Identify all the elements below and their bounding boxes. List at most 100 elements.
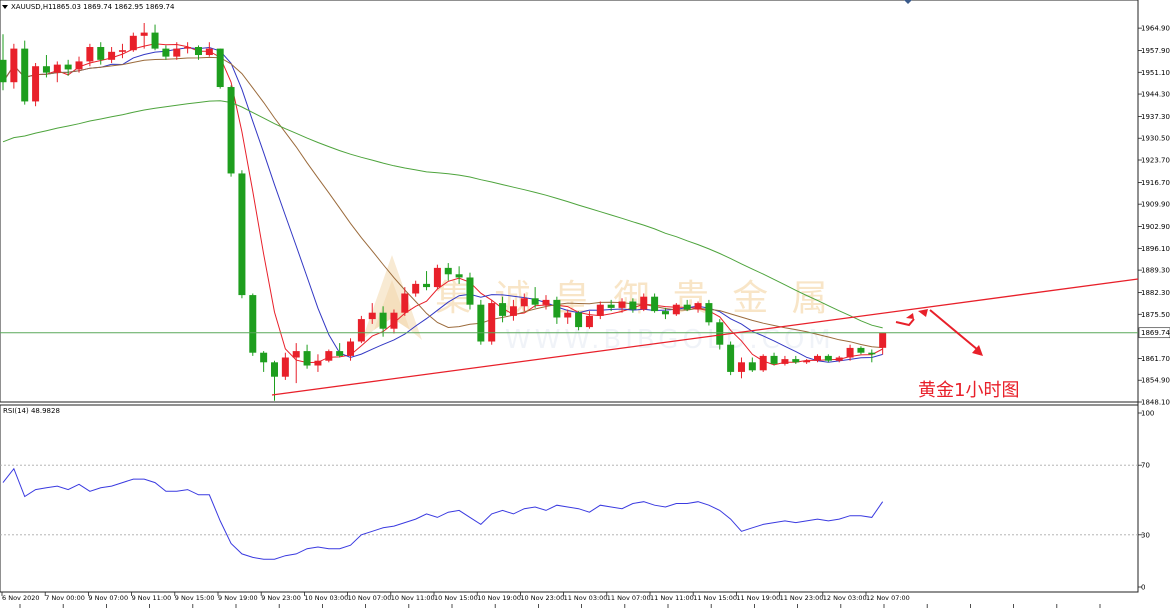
price-tick-label: 1944.30 — [1141, 91, 1170, 99]
price-tick-label: 1951.10 — [1141, 69, 1170, 77]
candle-body — [325, 351, 333, 361]
time-tick-label: 9 Nov 15:00 — [175, 594, 215, 602]
candle-body — [303, 351, 311, 366]
candle-body — [401, 293, 409, 313]
candle-body — [499, 303, 507, 316]
time-tick-label: 11 Nov 23:00 — [780, 594, 824, 602]
candle-body — [140, 32, 148, 36]
candle-body — [520, 298, 528, 307]
time-tick-label: 11 Nov 19:00 — [736, 594, 780, 602]
candle-body — [640, 296, 648, 310]
candle-body — [585, 315, 593, 328]
candle-body — [205, 48, 213, 56]
rsi-label: RSI(14) 48.9828 — [3, 407, 60, 415]
candle-body — [368, 312, 376, 320]
annotation-label: 黄金1小时图 — [918, 380, 1019, 401]
candle-body — [42, 66, 50, 73]
price-tick-label: 1964.90 — [1141, 25, 1170, 33]
candle-body — [75, 61, 83, 70]
candle-body — [814, 355, 821, 361]
candle-body — [249, 295, 257, 353]
candle-body — [879, 332, 887, 348]
candle-body — [64, 64, 72, 70]
candle-body — [314, 360, 322, 366]
candle-body — [260, 352, 268, 363]
candle-body — [770, 355, 778, 364]
candle-body — [97, 47, 105, 60]
price-tick-label: 1957.90 — [1141, 47, 1170, 55]
candle-body — [596, 304, 604, 316]
candle-body — [488, 303, 496, 342]
axes: 1964.90 1957.90 1951.10 1944.30 1937.30 1930.… — [1, 25, 1170, 608]
candle-body — [466, 277, 474, 305]
ma-fast-line — [2, 43, 883, 366]
candle-body — [281, 357, 289, 377]
price-tick-label: 1861.70 — [1141, 355, 1170, 363]
projection-arrow-up — [895, 318, 915, 327]
time-tick-label: 10 Nov 23:00 — [520, 594, 564, 602]
time-tick-label: 10 Nov 03:00 — [304, 594, 348, 602]
candle-body — [184, 47, 192, 49]
candle-body — [509, 306, 517, 316]
rsi-pane-frame — [0, 404, 1139, 593]
candle-body — [412, 283, 420, 294]
rsi-tick-label: 0 — [1141, 584, 1145, 592]
price-tick-label: 1923.70 — [1141, 157, 1170, 165]
price-tick-label: 1916.70 — [1141, 179, 1170, 187]
trend-annotation: 黄金1小时图 — [271, 278, 1139, 401]
rsi-indicator: 100 70 30 0 — [0, 410, 1154, 592]
price-tick-label: 1882.30 — [1141, 289, 1170, 297]
candle-body — [227, 87, 235, 174]
current-price-tag — [1138, 327, 1170, 339]
menu-arrow-icon[interactable] — [2, 5, 8, 9]
candle-body — [444, 267, 452, 275]
candle-body — [748, 362, 756, 371]
candle-body — [629, 301, 637, 310]
candle-body — [727, 344, 735, 372]
candle-body — [292, 351, 300, 358]
projection-arrow-down — [929, 309, 979, 351]
price-tick-label: 1896.10 — [1141, 245, 1170, 253]
time-tick-label: 11 Nov 03:00 — [564, 594, 608, 602]
price-tick-label: 1854.90 — [1141, 377, 1170, 385]
candle-body — [564, 312, 572, 318]
candle-body — [118, 50, 126, 52]
time-tick-label: 10 Nov 07:00 — [348, 594, 392, 602]
candle-body — [32, 66, 40, 102]
price-tick-label: 1848.10 — [1141, 399, 1170, 407]
candle-body — [575, 312, 583, 328]
candle-body — [477, 304, 485, 342]
candle-body — [737, 362, 745, 372]
time-tick-label: 9 Nov 11:00 — [132, 594, 172, 602]
time-tick-label: 9 Nov 19:00 — [218, 594, 258, 602]
time-tick-label: 12 Nov 03:00 — [823, 594, 867, 602]
time-tick-label: 10 Nov 15:00 — [434, 594, 478, 602]
arrow-top-head — [918, 309, 928, 317]
price-tick-label: 1930.50 — [1141, 135, 1170, 143]
time-tick-label: 11 Nov 15:00 — [693, 594, 737, 602]
rsi-line — [2, 467, 884, 560]
candles — [0, 23, 887, 401]
time-tick-label: 11 Nov 07:00 — [607, 594, 651, 602]
time-tick-label: 10 Nov 11:00 — [391, 594, 435, 602]
candle-body — [162, 48, 170, 57]
candle-body — [672, 304, 680, 315]
candle-body — [390, 312, 398, 329]
time-tick-label: 7 Nov 00:00 — [45, 594, 85, 602]
candle-body — [238, 173, 246, 296]
candle-body — [661, 311, 669, 315]
candle-body — [542, 299, 550, 305]
candle-body — [336, 351, 344, 356]
candle-body — [803, 360, 811, 363]
candle-body — [835, 357, 843, 361]
candle-body — [357, 319, 365, 342]
price-tick-label: 1909.90 — [1141, 201, 1170, 209]
candle-body — [129, 35, 137, 51]
candle-body — [21, 48, 29, 102]
support-trendline — [271, 278, 1139, 396]
ma-slow-line — [2, 56, 883, 349]
candle-body — [379, 312, 387, 329]
price-tick-label: 1889.30 — [1141, 267, 1170, 275]
chart-shift-marker-icon[interactable] — [904, 0, 912, 4]
time-tick-label: 9 Nov 23:00 — [261, 594, 301, 602]
